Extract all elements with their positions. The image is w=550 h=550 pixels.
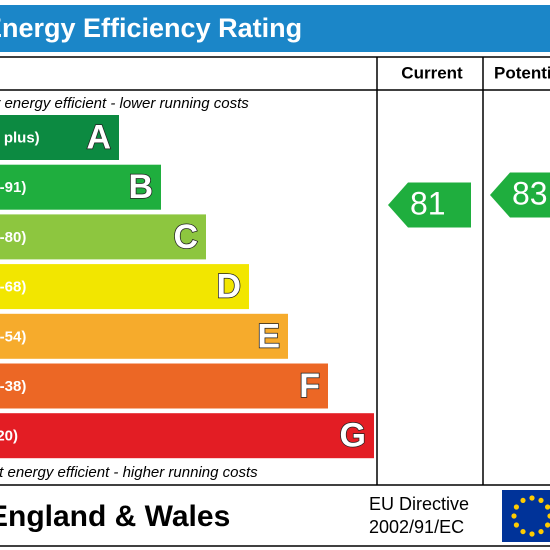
column-header: Potential [494, 63, 550, 82]
title: Energy Efficiency Rating [0, 13, 302, 43]
directive: EU Directive [369, 494, 469, 514]
band-range: (1-20) [0, 428, 18, 445]
eu-flag [502, 490, 550, 542]
rating-value: 81 [410, 185, 446, 221]
flag-star [538, 528, 544, 535]
bottom-note: Not energy efficient - higher running co… [0, 464, 258, 481]
flag-star [511, 513, 517, 519]
directive: 2002/91/EC [369, 517, 464, 537]
band-letter: A [86, 118, 111, 156]
title-bar [0, 5, 550, 52]
flag-star [513, 522, 520, 528]
band [0, 363, 328, 409]
band [0, 214, 206, 260]
region: England & Wales [0, 500, 230, 533]
band-range: (21-38) [0, 378, 26, 395]
band [0, 313, 288, 359]
flag-star [529, 531, 535, 537]
band-letter: F [299, 367, 320, 405]
top-note: Very energy efficient - lower running co… [0, 95, 249, 112]
band [0, 413, 374, 459]
band-range: (39-54) [0, 328, 26, 345]
flag-star [529, 495, 535, 501]
band-range: (69-80) [0, 229, 26, 246]
band-range: (81-91) [0, 179, 26, 196]
band-letter: D [216, 268, 241, 306]
flag-star [520, 497, 526, 504]
frame [0, 56, 550, 547]
flag-star [544, 522, 550, 528]
band [0, 164, 161, 210]
flag-star [538, 497, 544, 504]
band [0, 115, 119, 160]
column-header: Current [401, 63, 463, 82]
rating-arrow [490, 172, 550, 218]
band [0, 264, 249, 310]
band-letter: B [128, 168, 153, 206]
rating-arrow [388, 182, 471, 228]
flag-star [547, 513, 550, 519]
band-letter: G [340, 417, 366, 455]
band-letter: C [173, 218, 198, 256]
band-range: (92 plus) [0, 129, 40, 146]
rating-value: 83 [512, 175, 548, 211]
flag-star [544, 504, 550, 510]
flag-star [513, 504, 520, 510]
band-letter: E [257, 317, 280, 355]
flag-star [520, 528, 526, 535]
band-range: (55-68) [0, 279, 26, 296]
